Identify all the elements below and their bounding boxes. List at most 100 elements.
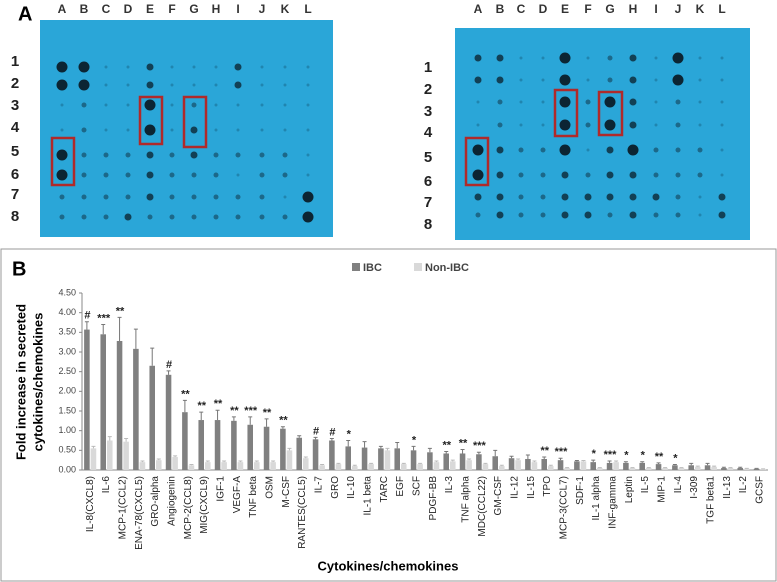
error-bar: [427, 447, 432, 453]
bar: [629, 468, 636, 470]
bar: [466, 460, 472, 470]
y-tick-label: 1.50: [58, 405, 76, 415]
significance-label: **: [230, 405, 239, 417]
blot-dot: [125, 172, 131, 178]
bar: [753, 468, 760, 470]
column-label: L: [718, 2, 725, 16]
blot-dot: [718, 211, 726, 219]
blot-dot: [720, 173, 724, 177]
error-bar: [705, 462, 710, 466]
blot-dot: [306, 128, 310, 132]
blot-dot: [213, 152, 219, 158]
bar: [721, 468, 727, 470]
blot-dot: [191, 194, 197, 200]
bar: [263, 426, 270, 470]
error-bar: [614, 460, 619, 463]
blot-dot: [672, 52, 684, 64]
error-bar: [493, 449, 498, 457]
error-bar: [205, 460, 210, 463]
blot-dot: [170, 83, 174, 87]
x-tick-label: MDC(CCL22): [477, 476, 488, 537]
column-label: A: [474, 2, 483, 16]
bar: [198, 420, 204, 470]
blot-dot: [607, 55, 613, 61]
blot-dot: [654, 78, 658, 82]
blot-dot: [604, 119, 616, 131]
error-bar: [287, 447, 292, 451]
bar: [335, 464, 342, 470]
blot-dot: [260, 103, 264, 107]
y-axis-title: Fold increase in secreted: [13, 304, 28, 460]
error-bar: [656, 462, 661, 465]
error-bar: [558, 457, 563, 461]
column-label: E: [146, 2, 154, 16]
significance-label: **: [279, 415, 288, 427]
blot-dot: [540, 172, 546, 178]
bar: [499, 466, 505, 470]
significance-label: **: [263, 407, 272, 419]
blot-dot: [170, 103, 174, 107]
error-bar: [444, 451, 449, 454]
y-tick-label: 2.00: [58, 386, 76, 396]
blot-dot: [718, 193, 726, 201]
blot-dot: [81, 102, 87, 108]
blot-dot: [56, 149, 68, 161]
blot-dot: [125, 194, 131, 200]
bar: [515, 460, 521, 470]
blot-dot: [81, 152, 87, 158]
blot-dot: [518, 212, 524, 218]
bar: [133, 348, 139, 470]
blot-dot: [126, 65, 130, 69]
x-tick-label: EGF: [395, 476, 406, 497]
bar: [688, 465, 694, 470]
significance-label: ***: [97, 312, 111, 324]
error-bar: [156, 458, 161, 461]
row-label: 7: [424, 194, 432, 211]
blot-dot: [236, 128, 240, 132]
blot-dot: [146, 63, 154, 71]
highlight-box: [50, 136, 76, 187]
blot-dot: [540, 212, 546, 218]
bar: [450, 461, 456, 470]
y-tick-label: 0.00: [58, 464, 76, 474]
error-bar: [385, 447, 390, 451]
significance-label: *: [641, 450, 646, 462]
x-tick-label: MCP-3(CCL7): [558, 476, 569, 539]
blot-dot: [585, 122, 591, 128]
blot-dot: [675, 172, 681, 178]
error-bar: [117, 316, 122, 341]
y-tick-label: 1.00: [58, 425, 76, 435]
column-label: H: [629, 2, 638, 16]
x-tick-label: I-309: [689, 476, 700, 499]
highlight-box: [138, 95, 164, 146]
bar: [672, 465, 678, 470]
bar: [231, 420, 237, 470]
x-tick-label: IL-6: [101, 476, 112, 494]
y-tick-label: 3.00: [58, 346, 76, 356]
bar: [100, 334, 106, 470]
blot-dot: [585, 172, 591, 178]
blot-dot: [306, 65, 310, 69]
panel-label: A: [18, 3, 32, 25]
bar: [482, 464, 489, 470]
blot-dot: [234, 81, 242, 89]
error-bar: [124, 438, 129, 442]
blot-dot: [104, 65, 108, 69]
bar: [90, 448, 97, 470]
blot-dot: [191, 214, 197, 220]
blot-dot: [81, 194, 87, 200]
blot-dot: [496, 146, 504, 154]
blot-dot: [474, 54, 482, 62]
blot-left: [40, 20, 333, 237]
blot-dot: [306, 153, 310, 157]
significance-label: ***: [555, 446, 569, 458]
bar: [254, 462, 260, 470]
blot-dot: [302, 191, 314, 203]
error-bar: [352, 464, 357, 467]
column-label: C: [102, 2, 111, 16]
column-label: A: [58, 2, 67, 16]
blot-dot: [675, 194, 681, 200]
error-bar: [738, 466, 743, 469]
significance-label: **: [116, 305, 125, 317]
blot-dot: [629, 171, 637, 179]
